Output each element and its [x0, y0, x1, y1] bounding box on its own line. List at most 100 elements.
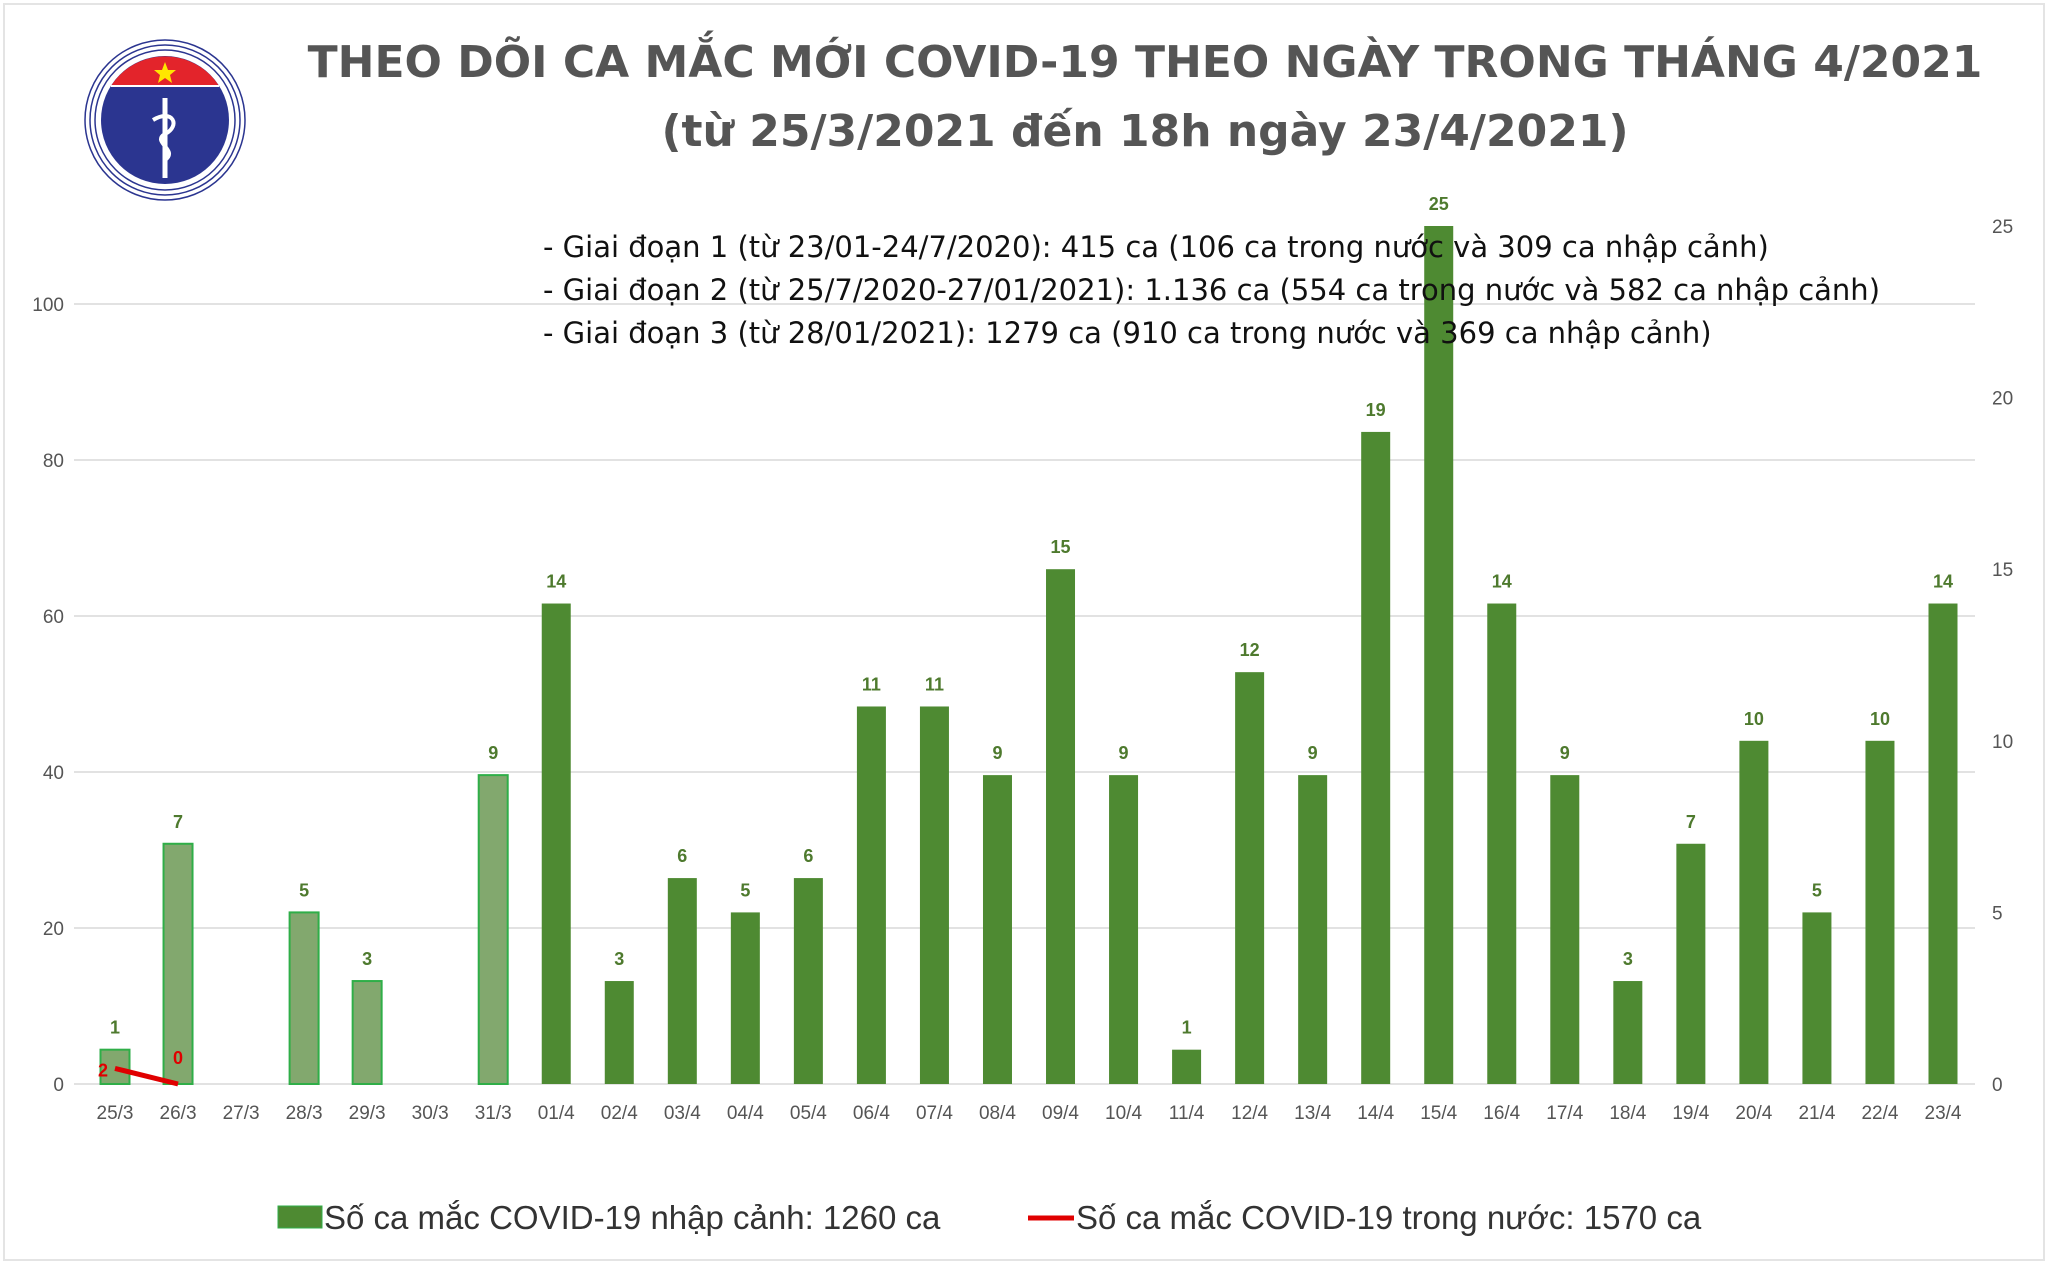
left-tick-label: 100	[32, 295, 64, 316]
x-tick-label: 05/4	[790, 1103, 827, 1124]
bar	[1361, 431, 1391, 1084]
bar	[1109, 775, 1139, 1084]
legend-label-line: Số ca mắc COVID-19 trong nước: 1570 ca	[1076, 1199, 1702, 1236]
x-tick-label: 04/4	[727, 1103, 764, 1124]
right-tick-label: 0	[1992, 1075, 2003, 1096]
left-tick-label: 40	[43, 763, 64, 784]
line-series	[114, 1065, 179, 1087]
bar-data-label: 14	[546, 572, 566, 592]
bar	[477, 774, 509, 1085]
bar	[793, 878, 823, 1084]
bar	[1487, 603, 1517, 1084]
x-tick-label: 14/4	[1357, 1103, 1394, 1124]
x-tick-label: 13/4	[1294, 1103, 1331, 1124]
right-tick-label: 5	[1992, 903, 2003, 924]
right-tick-label: 10	[1992, 732, 2013, 753]
bar-data-label: 9	[1308, 743, 1318, 763]
bar	[1865, 740, 1895, 1084]
x-tick-label: 23/4	[1925, 1103, 1962, 1124]
line-data-label: 0	[173, 1048, 183, 1068]
bar-data-label: 3	[1623, 949, 1633, 969]
right-tick-label: 15	[1992, 560, 2013, 581]
x-tick-label: 11/4	[1169, 1103, 1205, 1124]
x-tick-label: 12/4	[1231, 1103, 1268, 1124]
bar-data-label: 5	[740, 880, 750, 900]
bar-data-label: 10	[1744, 709, 1764, 729]
bar-data-label: 14	[1933, 572, 1953, 592]
bar	[982, 775, 1012, 1084]
x-tick-label: 16/4	[1483, 1103, 1520, 1124]
bar-data-label: 7	[173, 812, 183, 832]
bar	[1046, 569, 1076, 1084]
annotation-line: - Giai đoạn 1 (từ 23/01-24/7/2020): 415 …	[543, 230, 1769, 264]
x-tick-label: 30/3	[412, 1103, 449, 1124]
bar-data-label: 10	[1870, 709, 1890, 729]
bar	[1172, 1049, 1202, 1084]
bar-data-label: 5	[299, 880, 309, 900]
x-tick-label: 07/4	[916, 1103, 953, 1124]
bar	[1928, 603, 1958, 1084]
bar-data-label: 11	[925, 674, 944, 694]
ministry-logo	[84, 39, 246, 201]
bar	[541, 603, 571, 1084]
x-tick-label: 21/4	[1798, 1103, 1835, 1124]
bar-data-label: 25	[1429, 194, 1449, 214]
x-tick-label: 20/4	[1735, 1103, 1772, 1124]
bar	[667, 878, 697, 1084]
right-tick-label: 20	[1992, 389, 2013, 410]
bar	[1550, 775, 1580, 1084]
bar-data-label: 5	[1812, 880, 1822, 900]
bar-data-label: 6	[677, 846, 687, 866]
left-tick-label: 0	[53, 1075, 64, 1096]
legend: Số ca mắc COVID-19 nhập cảnh: 1260 ca Số…	[277, 1199, 1702, 1236]
bar-data-label: 7	[1686, 812, 1696, 832]
chart-subtitle: (từ 25/3/2021 đến 18h ngày 23/4/2021)	[661, 106, 1628, 157]
right-tick-label: 25	[1992, 217, 2013, 238]
x-tick-label: 06/4	[853, 1103, 890, 1124]
x-tick-label: 17/4	[1546, 1103, 1583, 1124]
bar	[1802, 912, 1832, 1084]
bar	[288, 911, 320, 1086]
x-tick-label: 18/4	[1609, 1103, 1646, 1124]
bar	[1613, 981, 1643, 1084]
x-tick-label: 02/4	[601, 1103, 638, 1124]
bar-data-label: 9	[1119, 743, 1129, 763]
bar	[99, 1048, 131, 1086]
left-tick-label: 80	[43, 451, 64, 472]
bar-data-label: 3	[362, 949, 372, 969]
legend-swatch-bar	[277, 1205, 323, 1229]
bar-data-label: 12	[1240, 640, 1260, 660]
bar-data-label: 3	[614, 949, 624, 969]
bar-data-label: 11	[862, 674, 881, 694]
bar	[604, 981, 634, 1084]
x-tick-label: 28/3	[286, 1103, 323, 1124]
bar	[856, 706, 886, 1084]
bar	[1235, 672, 1265, 1084]
x-tick-label: 31/3	[475, 1103, 512, 1124]
bar-data-label: 14	[1492, 572, 1512, 592]
left-tick-label: 20	[43, 919, 64, 940]
legend-label-bar: Số ca mắc COVID-19 nhập cảnh: 1260 ca	[324, 1199, 941, 1236]
bar-data-label: 9	[1560, 743, 1570, 763]
annotation-line: - Giai đoạn 3 (từ 28/01/2021): 1279 ca (…	[543, 316, 1712, 350]
bar	[919, 706, 949, 1084]
x-tick-label: 29/3	[349, 1103, 386, 1124]
annotation-line: - Giai đoạn 2 (từ 25/7/2020-27/01/2021):…	[543, 273, 1880, 307]
x-tick-label: 19/4	[1672, 1103, 1709, 1124]
bar-data-label: 1	[110, 1018, 120, 1038]
bar-data-label: 1	[1182, 1018, 1192, 1038]
bar-data-label: 9	[992, 743, 1002, 763]
x-tick-label: 08/4	[979, 1103, 1016, 1124]
bar	[1298, 775, 1328, 1084]
bar	[1424, 226, 1454, 1084]
x-tick-label: 27/3	[223, 1103, 260, 1124]
bar	[730, 912, 760, 1084]
bar	[1676, 843, 1706, 1084]
x-tick-label: 26/3	[160, 1103, 197, 1124]
x-tick-label: 25/3	[97, 1103, 134, 1124]
x-tick-label: 22/4	[1861, 1103, 1898, 1124]
line-data-label: 2	[98, 1060, 108, 1080]
x-tick-label: 01/4	[538, 1103, 575, 1124]
left-tick-label: 60	[43, 607, 64, 628]
